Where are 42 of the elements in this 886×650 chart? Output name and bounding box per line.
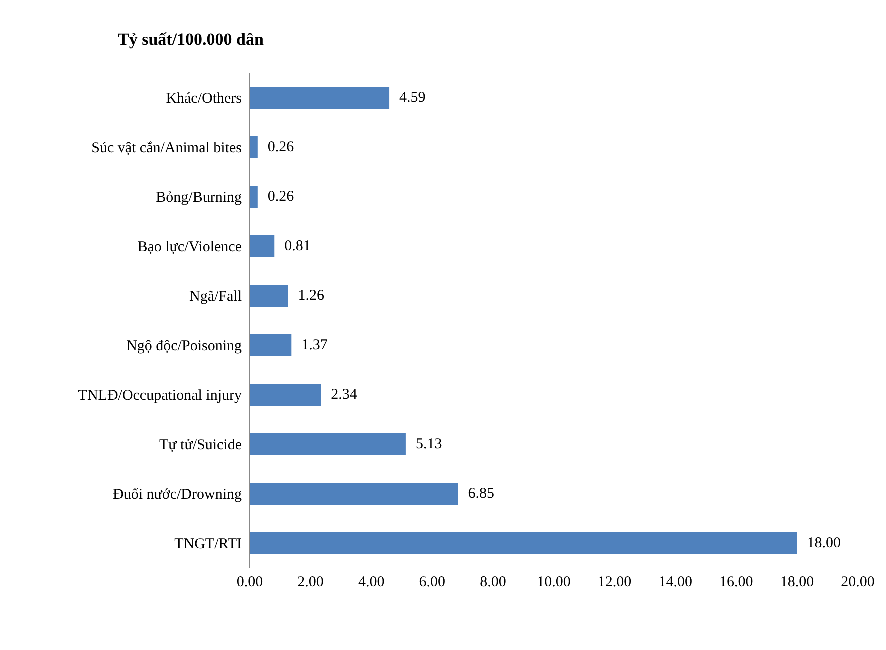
data-label: 18.00 — [807, 536, 841, 552]
y-tick-label: Bỏng/Burning — [156, 190, 242, 206]
y-tick-label: Ngã/Fall — [190, 289, 242, 306]
bar — [250, 186, 258, 208]
bar — [250, 384, 322, 406]
x-tick-label: 18.00 — [780, 574, 814, 591]
y-tick-label: Tự tử/Suicide — [160, 438, 242, 454]
data-label: 0.81 — [284, 238, 311, 254]
x-tick-label: 10.00 — [537, 574, 571, 591]
y-tick-label: Ngộ độc/Poisoning — [126, 338, 242, 355]
x-tick-label: 6.00 — [419, 574, 446, 591]
data-label: 5.13 — [416, 436, 442, 452]
x-tick-label: 0.00 — [236, 574, 264, 591]
bar — [250, 434, 406, 456]
data-label: 0.26 — [268, 189, 295, 205]
y-tick-label: Súc vật cắn/Animal bites — [92, 140, 242, 157]
data-label: 6.85 — [468, 486, 494, 502]
data-label: 0.26 — [268, 140, 295, 156]
y-tick-label: Khác/Others — [166, 91, 242, 108]
x-tick-label: 12.00 — [598, 574, 632, 591]
bar — [250, 532, 798, 554]
bar — [250, 483, 458, 505]
data-label: 1.26 — [298, 288, 326, 304]
y-tick-label: Đuối nước/Drowning — [113, 487, 242, 504]
data-label: 1.37 — [302, 338, 328, 354]
data-label: 4.59 — [400, 90, 426, 106]
chart-title: Tỷ suất/100.000 dân — [118, 30, 264, 50]
bar — [250, 136, 258, 158]
x-tick-label: 16.00 — [720, 574, 754, 591]
y-tick-label: Bạo lực/Violence — [138, 240, 242, 256]
bar — [250, 334, 292, 356]
x-tick-label: 2.00 — [298, 574, 324, 591]
bar — [250, 285, 288, 307]
bar — [250, 87, 390, 109]
x-tick-label: 14.00 — [658, 574, 692, 591]
x-tick-label: 4.00 — [358, 574, 385, 591]
y-tick-label: TNLĐ/Occupational injury — [78, 388, 242, 404]
bar — [250, 236, 275, 258]
x-tick-label: 8.00 — [480, 574, 506, 591]
x-tick-label: 20.00 — [841, 574, 875, 591]
data-label: 2.34 — [331, 387, 358, 403]
y-tick-label: TNGT/RTI — [174, 536, 242, 553]
